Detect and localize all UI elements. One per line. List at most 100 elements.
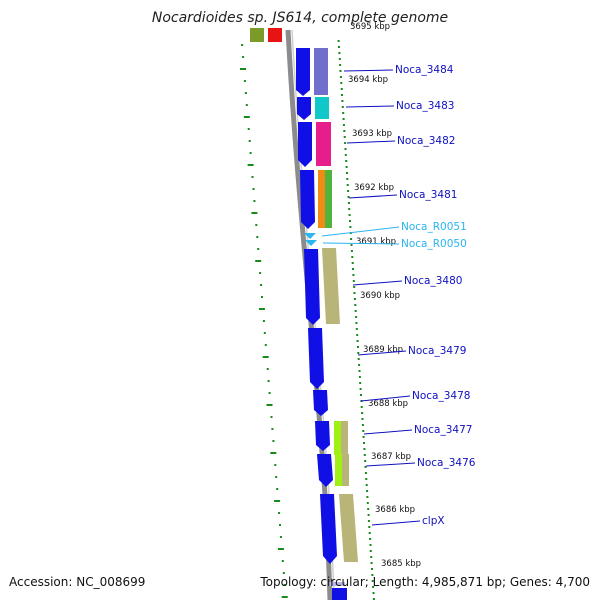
gc-dash (245, 104, 248, 106)
scale-dash (347, 196, 350, 198)
scale-label: 3685 kbp (381, 559, 421, 569)
gc-dash (240, 68, 246, 70)
scale-dash (345, 160, 348, 162)
scale-dash (365, 484, 368, 486)
scale-dash (350, 250, 353, 252)
scale-dash (350, 238, 353, 240)
cog-block (322, 248, 340, 324)
scale-dash (346, 172, 348, 174)
cog-block (314, 48, 328, 95)
scale-dash (349, 226, 352, 228)
scale-dash (338, 58, 341, 60)
scale-dash (353, 292, 356, 294)
cog-block (342, 454, 349, 486)
gene-label-noca-3479[interactable]: Noca_3479 (408, 345, 466, 357)
scale-label: 3688 kbp (368, 399, 408, 409)
gc-dash (278, 512, 281, 514)
gc-dash (242, 56, 245, 58)
gene-label-noca-3481[interactable]: Noca_3481 (399, 189, 457, 201)
scale-dash (369, 550, 372, 552)
scale-dash (366, 496, 369, 498)
scale-dash (348, 214, 351, 216)
gene-label-noca-3483[interactable]: Noca_3483 (396, 100, 454, 112)
scale-dash (371, 580, 374, 582)
gc-dash (271, 428, 274, 430)
gc-dash (251, 212, 258, 214)
gc-dash (244, 92, 247, 94)
scale-dash (341, 106, 344, 108)
scale-dash (339, 76, 342, 78)
gc-dash (247, 164, 254, 166)
gc-dash (276, 488, 279, 490)
scale-dash (358, 376, 361, 378)
scale-dash (349, 220, 351, 222)
scale-dash (346, 184, 349, 186)
scale-dash (344, 154, 347, 156)
scale-dash (370, 556, 373, 558)
cds-arrow (317, 454, 333, 487)
gene-label-clpx[interactable]: clpX (422, 515, 445, 527)
gene-label-noca-3476[interactable]: Noca_3476 (417, 457, 476, 469)
gene-leaders (321, 69, 421, 526)
gc-dash (275, 476, 278, 478)
gc-dash (262, 356, 269, 358)
gc-dash (256, 236, 259, 238)
scale-dash (357, 358, 360, 360)
cds-arrow (320, 494, 337, 564)
gene-label-noca-3480[interactable]: Noca_3480 (404, 275, 462, 287)
gene-labels[interactable]: Noca_3484 Noca_3483 Noca_3482 Noca_3481 … (395, 64, 476, 527)
scale-dash (352, 274, 355, 276)
scale-dash (343, 136, 346, 138)
scale-dash (344, 148, 347, 150)
scale-dash (369, 544, 372, 546)
scale-dash (367, 520, 370, 522)
scale-dash (371, 568, 373, 570)
rna-track (304, 233, 317, 246)
gc-dash (274, 500, 281, 502)
rna-chevron (305, 240, 317, 246)
scale-dash (338, 52, 341, 54)
gc-dash (260, 284, 263, 286)
scale-dash (344, 142, 347, 144)
gc-dash (281, 596, 288, 598)
scale-dash (357, 346, 359, 348)
scale-dash (362, 430, 365, 432)
cog-track (314, 48, 358, 562)
scale-label: 3692 kbp (354, 183, 394, 193)
gc-dash (272, 440, 275, 442)
gene-label-noca-r0051[interactable]: Noca_R0051 (401, 221, 467, 233)
gene-label-noca-3482[interactable]: Noca_3482 (397, 135, 455, 147)
gc-dash (248, 140, 251, 142)
cog-block (315, 97, 329, 119)
gc-dash (266, 368, 269, 370)
gc-dash (263, 332, 266, 334)
cds-arrow (296, 48, 310, 96)
scale-dash (353, 286, 356, 288)
scale-dash (366, 502, 369, 504)
gc-dash (266, 404, 273, 406)
scale-dash (355, 316, 358, 318)
gc-dash (270, 452, 277, 454)
gene-label-noca-3484[interactable]: Noca_3484 (395, 64, 454, 76)
scale-dash (345, 166, 348, 168)
gc-dash (283, 584, 286, 586)
scale-label: 3694 kbp (348, 75, 388, 85)
scale-dash (366, 490, 369, 492)
scale-dash (360, 394, 362, 396)
scale-dash (359, 382, 362, 384)
cds-arrow (308, 328, 324, 389)
gene-label-noca-3477[interactable]: Noca_3477 (414, 424, 472, 436)
scale-dash (356, 340, 359, 342)
gc-dash (249, 152, 252, 154)
gene-label-noca-r0050[interactable]: Noca_R0050 (401, 238, 467, 250)
scale-dash (367, 508, 370, 510)
gene-label-noca-3478[interactable]: Noca_3478 (412, 390, 470, 402)
scale-dash (362, 436, 365, 438)
scale-dash (372, 598, 375, 600)
scale-dash (339, 64, 342, 66)
scale-dash (358, 364, 361, 366)
scale-label: 3691 kbp (356, 237, 396, 247)
gc-dash (259, 272, 262, 274)
map-title: Nocardioides sp. JS614, complete genome (151, 10, 449, 26)
